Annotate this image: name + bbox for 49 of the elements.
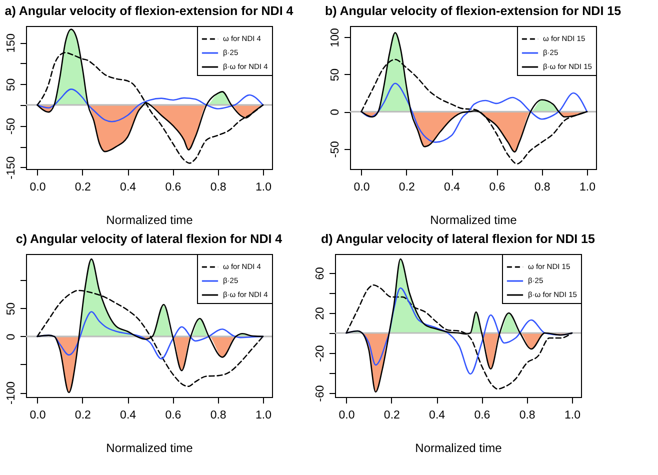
line-series <box>36 88 264 122</box>
x-tick-label: 0.0 <box>30 410 46 422</box>
y-tick-label: 0 <box>6 334 18 340</box>
y-tick-label: -60 <box>314 385 326 402</box>
x-tick-label: 0.4 <box>120 410 137 422</box>
x-tick-label: 0.0 <box>354 182 370 194</box>
x-tick-label: 1.0 <box>579 182 596 194</box>
x-tick-label: 0.4 <box>120 182 137 194</box>
x-tick-label: 0.6 <box>165 410 182 422</box>
y-tick-label: -50 <box>6 118 18 135</box>
y-tick-label: 50 <box>6 302 18 316</box>
chart-title: a) Angular velocity of flexion-extension for NDI 4 <box>4 4 294 18</box>
x-tick-label: 0.8 <box>534 182 550 194</box>
x-tick-label: 0.2 <box>398 182 415 194</box>
x-tick-label: 0.4 <box>429 410 446 422</box>
y-tick-label: 50 <box>330 68 342 82</box>
x-tick-label: 0.6 <box>474 410 490 422</box>
y-tick-label: 60 <box>314 267 326 280</box>
x-tick-label: 0.4 <box>444 182 461 194</box>
x-tick-label: 0.0 <box>338 410 355 422</box>
x-tick-label: 0.6 <box>489 182 506 194</box>
x-tick-label: 0.8 <box>210 182 226 194</box>
x-axis-title: Normalized time <box>430 213 518 227</box>
y-tick-label: -150 <box>6 156 18 180</box>
y-tick-label: 0 <box>330 108 342 116</box>
x-axis-title: Normalized time <box>415 441 502 455</box>
x-axis-title: Normalized time <box>106 441 194 455</box>
y-tick-label: 20 <box>314 307 326 320</box>
line-series <box>360 82 588 143</box>
x-tick-label: 0.8 <box>210 410 226 422</box>
x-tick-label: 1.0 <box>255 410 272 422</box>
y-tick-label: -50 <box>330 141 342 158</box>
y-tick-label: 50 <box>6 78 18 92</box>
x-axis-title: Normalized time <box>106 213 194 227</box>
x-tick-label: 0.8 <box>519 410 536 422</box>
y-tick-label: 150 <box>6 34 18 53</box>
x-tick-label: 0.2 <box>74 182 91 194</box>
chart-title: b) Angular velocity of flexion-extension for NDI 15 <box>324 4 622 18</box>
chart-title: d) Angular velocity of lateral flexion for NDI 15 <box>321 232 595 246</box>
y-tick-label: -100 <box>6 382 18 405</box>
x-tick-label: 1.0 <box>255 182 272 194</box>
x-tick-label: 0.6 <box>165 182 182 194</box>
y-tick-label: 100 <box>330 28 342 48</box>
x-tick-label: 0.2 <box>74 410 91 422</box>
x-tick-label: 0.0 <box>30 182 46 194</box>
chart-title: c) Angular velocity of lateral flexion for NDI 4 <box>16 232 282 246</box>
x-tick-label: 0.2 <box>384 410 400 422</box>
x-tick-label: 1.0 <box>564 410 580 422</box>
y-tick-label: -20 <box>314 345 326 362</box>
